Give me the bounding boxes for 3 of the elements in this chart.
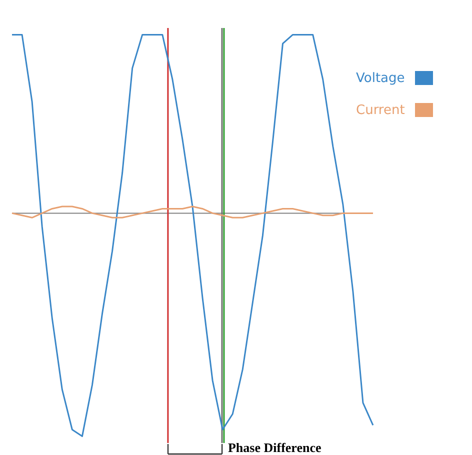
legend-label: Current xyxy=(356,102,405,118)
text: Phase Difference xyxy=(228,440,322,455)
legend-label: Voltage xyxy=(356,70,405,86)
